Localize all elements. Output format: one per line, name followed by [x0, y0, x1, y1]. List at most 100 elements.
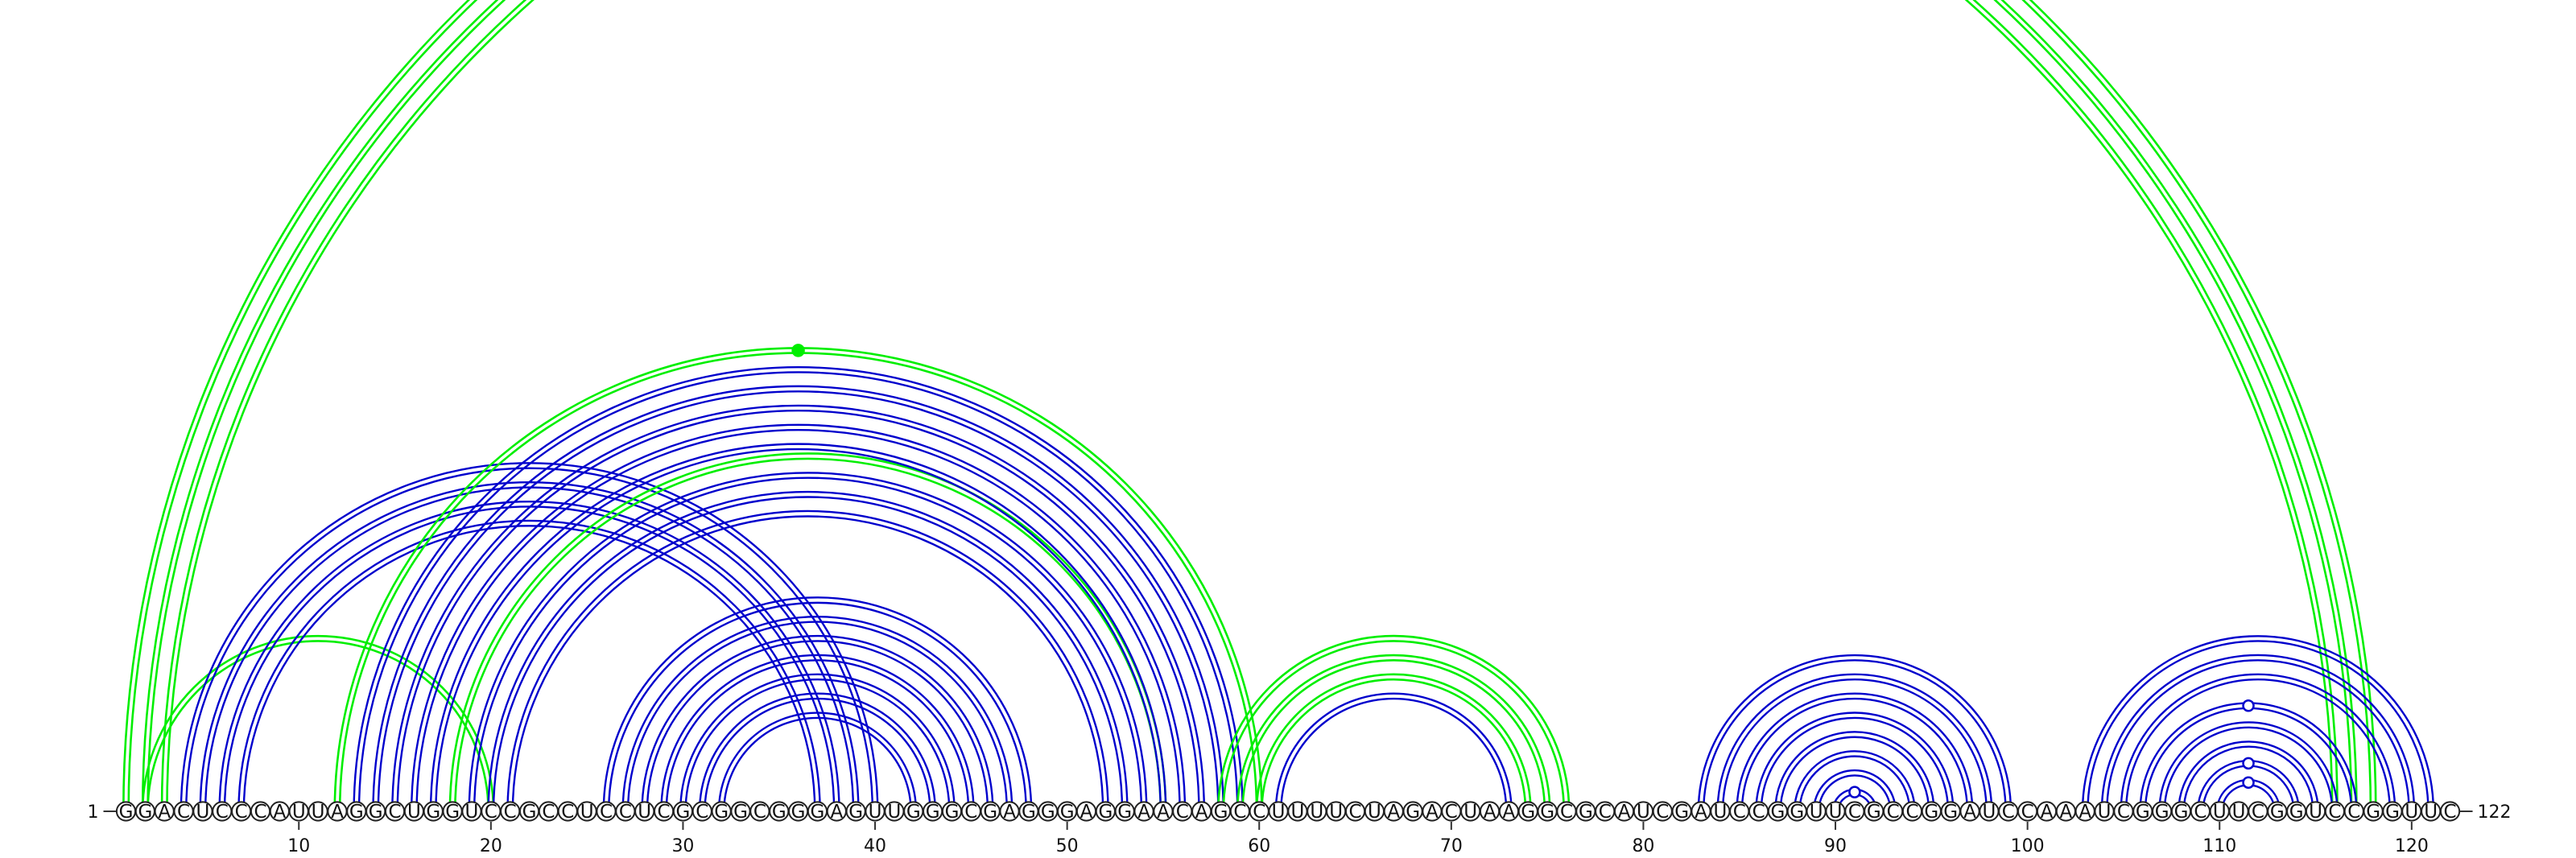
pseudoknot-arc-18-55-0 — [454, 457, 1162, 812]
nucleotide-letter: G — [349, 802, 364, 823]
base-pair-arc-32-42-0 — [723, 716, 912, 812]
nucleotide-letter: G — [1771, 802, 1785, 823]
pseudoknot-arc-18-55-1 — [448, 452, 1167, 812]
nucleotide-letter: A — [1157, 802, 1170, 823]
tick-label: 60 — [1248, 836, 1270, 856]
nucleotide-letter: G — [1943, 802, 1958, 823]
nucleotide-letter: G — [522, 802, 537, 823]
base-pair-arc-17-55-0 — [435, 448, 1162, 812]
nucleotide-letter: G — [445, 802, 460, 823]
nucleotide-letter: U — [1829, 802, 1843, 823]
pseudoknot-arc-59-75-0 — [1241, 659, 1546, 812]
nucleotide-letter: C — [696, 802, 708, 823]
nucleotide-letter: U — [312, 802, 325, 823]
base-pair-arc-89-93-0 — [1818, 774, 1892, 812]
nucleotide-letter: C — [1599, 802, 1612, 823]
arcs-layer — [122, 0, 2435, 812]
base-pair-arc-15-57-1 — [391, 404, 1206, 812]
base-pair-arc-88-94-1 — [1793, 750, 1916, 812]
nucleotide-letter: A — [1137, 802, 1150, 823]
nucleotide-letter: U — [2213, 802, 2227, 823]
base-pair-arc-108-115-1 — [2178, 740, 2319, 812]
nucleotide-letter: U — [1713, 802, 1727, 823]
nucleotide-letter: G — [1867, 802, 1881, 823]
nucleotide-letter: A — [1387, 802, 1400, 823]
base-pair-arc-13-59-1 — [353, 365, 1244, 812]
pseudoknot-arc-60-74-1 — [1255, 673, 1532, 812]
tick-label: 70 — [1440, 836, 1463, 856]
tick-label: 50 — [1056, 836, 1079, 856]
base-pair-arc-5-39-0 — [204, 486, 855, 812]
nucleotide-letter: U — [869, 802, 882, 823]
nucleotide-letter: U — [2098, 802, 2112, 823]
nucleotide-letter: G — [906, 802, 921, 823]
nucleotide-letter: C — [1905, 802, 1918, 823]
nucleotide-letter: G — [772, 802, 786, 823]
nucleotide-letter: G — [426, 802, 440, 823]
base-pair-arc-13-59-0 — [357, 371, 1239, 812]
tick-label: 90 — [1824, 836, 1847, 856]
nucleotide-letter: C — [542, 802, 555, 823]
nucleotide-letter: G — [1098, 802, 1113, 823]
nucleotide-letter: G — [983, 802, 997, 823]
nucleotide-letter: G — [926, 802, 940, 823]
nucleotide-letter: C — [389, 802, 402, 823]
nucleotide-letter: G — [714, 802, 729, 823]
nucleotide-letter: G — [1790, 802, 1804, 823]
nucleotide-letter: C — [1560, 802, 1573, 823]
base-pair-arc-27-47-1 — [621, 616, 1013, 812]
nucleotide-letter: A — [274, 802, 287, 823]
nucleotide-letter: C — [600, 802, 613, 823]
nucleotide-letter: G — [2270, 802, 2285, 823]
base-pair-arc-31-43-0 — [704, 697, 931, 812]
base-pair-arc-7-37-0 — [242, 525, 816, 812]
nucleotide-letter: C — [1752, 802, 1765, 823]
nucleotide-letter: C — [2117, 802, 2130, 823]
tick-label: 10 — [287, 836, 310, 856]
base-pair-arc-32-42-1 — [717, 712, 918, 812]
nucleotide-letter: G — [2289, 802, 2304, 823]
pseudoknot-arc-3-116-1 — [160, 0, 2339, 812]
base-pair-arc-6-38-1 — [218, 500, 840, 812]
nucleotide-letter: G — [1060, 802, 1075, 823]
nucleotide-letter: C — [1253, 802, 1265, 823]
nucleotide-letter: U — [1368, 802, 1381, 823]
base-pair-apex-marker — [2242, 699, 2255, 712]
sequence-start-label: 1 — [88, 802, 99, 823]
nucleotide-letter: G — [119, 802, 134, 823]
nucleotide-letter: U — [1329, 802, 1343, 823]
base-pair-arc-16-56-0 — [415, 428, 1181, 812]
nucleotide-letter: C — [235, 802, 248, 823]
nucleotide-letter: U — [1272, 802, 1286, 823]
nucleotide-letter: C — [1656, 802, 1669, 823]
tick-label: 120 — [2395, 836, 2429, 856]
base-pair-arc-31-43-1 — [698, 692, 937, 812]
base-pair-arc-21-52-0 — [511, 515, 1104, 812]
base-pair-arc-105-119-0 — [2124, 679, 2391, 812]
base-pair-apex-marker — [2242, 776, 2255, 789]
pseudoknot-arc-58-76-0 — [1222, 640, 1566, 812]
base-pair-apex-marker — [2242, 757, 2255, 770]
base-pair-arc-26-48-1 — [602, 596, 1033, 812]
base-pair-arc-108-115-0 — [2182, 745, 2314, 812]
base-pair-arc-29-45-0 — [665, 659, 970, 812]
nucleotide-letter: C — [1176, 802, 1189, 823]
nucleotide-letter: C — [2021, 802, 2034, 823]
nucleotide-letter: U — [1810, 802, 1823, 823]
nucleotide-letter: C — [619, 802, 632, 823]
nucleotide-letter: C — [2328, 802, 2341, 823]
pseudoknot-arc-1-118-0 — [127, 0, 2372, 812]
base-pair-arc-16-56-1 — [411, 423, 1187, 812]
nucleotide-letter: C — [1349, 802, 1362, 823]
nucleotide-letter: U — [1310, 802, 1323, 823]
base-pair-arc-14-58-0 — [377, 390, 1220, 812]
base-pair-arc-89-93-1 — [1812, 769, 1897, 812]
base-pair-arc-103-121-0 — [2087, 640, 2429, 812]
nucleotide-letter: U — [638, 802, 651, 823]
nucleotide-letter: C — [561, 802, 574, 823]
base-pair-arc-14-58-1 — [372, 385, 1224, 812]
base-pair-arc-85-97-0 — [1740, 697, 1969, 812]
nucleotide-letter: G — [1540, 802, 1554, 823]
nucleotide-letter: A — [2079, 802, 2091, 823]
